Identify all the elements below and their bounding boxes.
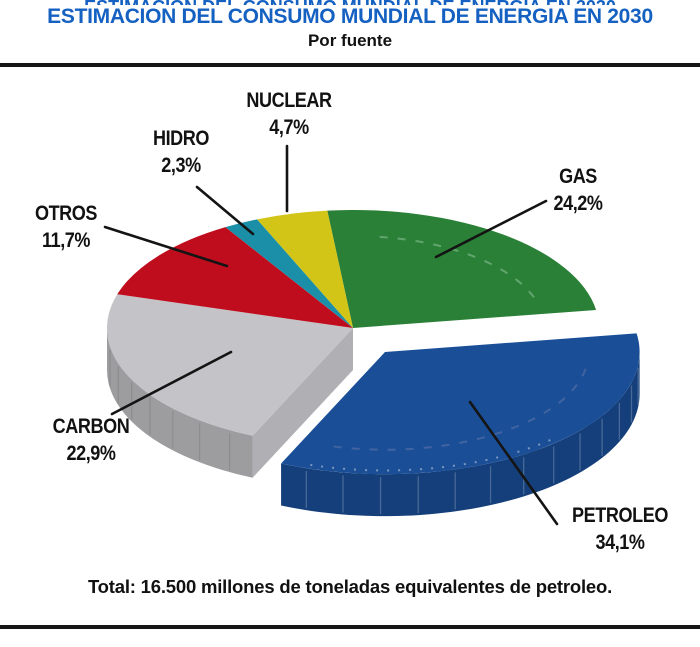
leader-line-gas (434, 199, 548, 259)
pie-slice-wall-petroleo (281, 352, 640, 517)
bottom-divider-rule (0, 625, 700, 629)
pie-slice-otros (117, 227, 353, 328)
pie-slice-petroleo (281, 333, 640, 475)
pie-face-dashed-arc (328, 368, 587, 451)
cropped-headline-fragment: ESTIMACION DEL CONSUMO MUNDIAL DE ENERGI… (0, 0, 700, 5)
pie-slice-gas (327, 210, 597, 328)
pie-slice-wall-carbon (107, 328, 253, 478)
leader-line-hidro (195, 185, 255, 236)
chart-title: ESTIMACION DEL CONSUMO MUNDIAL DE ENERGI… (47, 5, 653, 28)
total-note: Total: 16.500 millones de toneladas equi… (87, 576, 613, 597)
pie-slice-carbon (106, 294, 353, 436)
leader-line-otros (103, 225, 229, 268)
leader-line-carbon (110, 350, 233, 416)
pie-slice-cutface-carbon (252, 328, 353, 478)
leader-line-petroleo (468, 400, 559, 526)
top-divider-rule (0, 63, 700, 67)
chart-subtitle: Por fuente (307, 31, 393, 50)
pie-slice-nuclear (257, 210, 353, 328)
pie-slice-hidro (225, 219, 353, 328)
